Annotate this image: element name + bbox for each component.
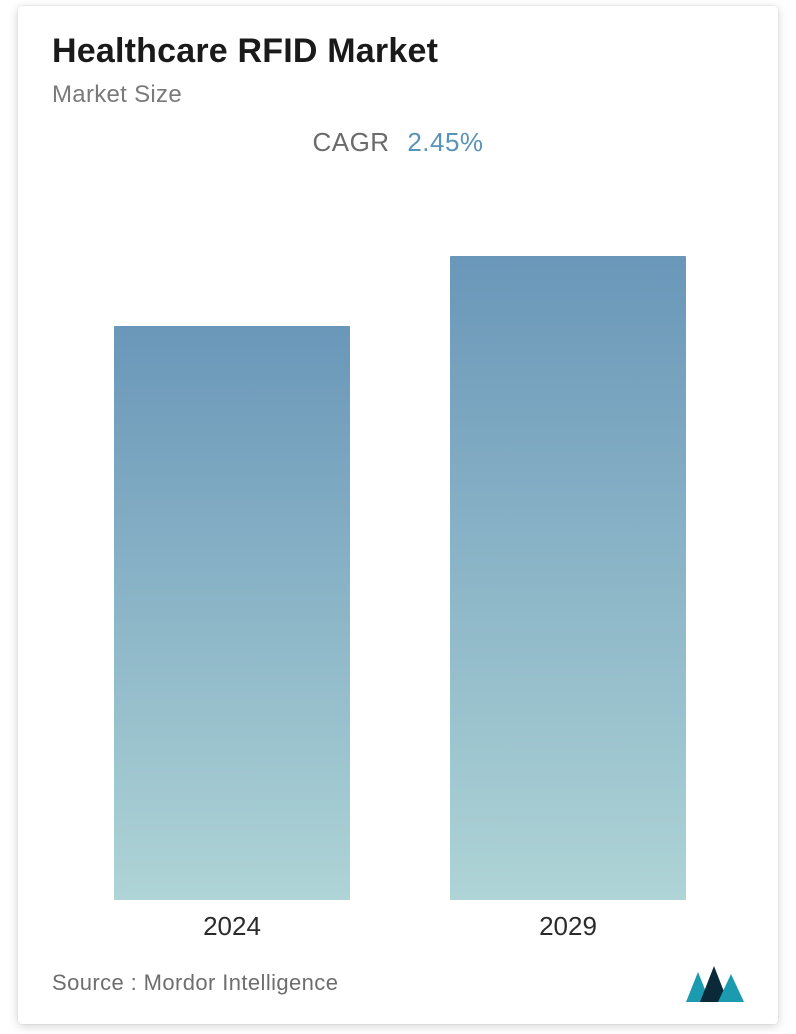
chart-title: Healthcare RFID Market [52,32,744,71]
cagr-row: CAGR 2.45% [52,127,744,158]
chart-card: Healthcare RFID Market Market Size CAGR … [18,6,778,1024]
cagr-value: 2.45% [407,127,483,157]
bar-2024 [114,326,350,900]
cagr-label: CAGR [312,127,389,157]
bar-2029 [450,256,686,900]
mordor-logo-icon [686,964,744,1002]
chart-footer: Source : Mordor Intelligence [52,964,744,1002]
source-attribution: Source : Mordor Intelligence [52,970,338,996]
bar-chart-area: 2024 2029 [52,168,744,960]
chart-subtitle: Market Size [52,81,744,109]
bar-label-2029: 2029 [539,911,597,942]
bar-label-2024: 2024 [203,911,261,942]
